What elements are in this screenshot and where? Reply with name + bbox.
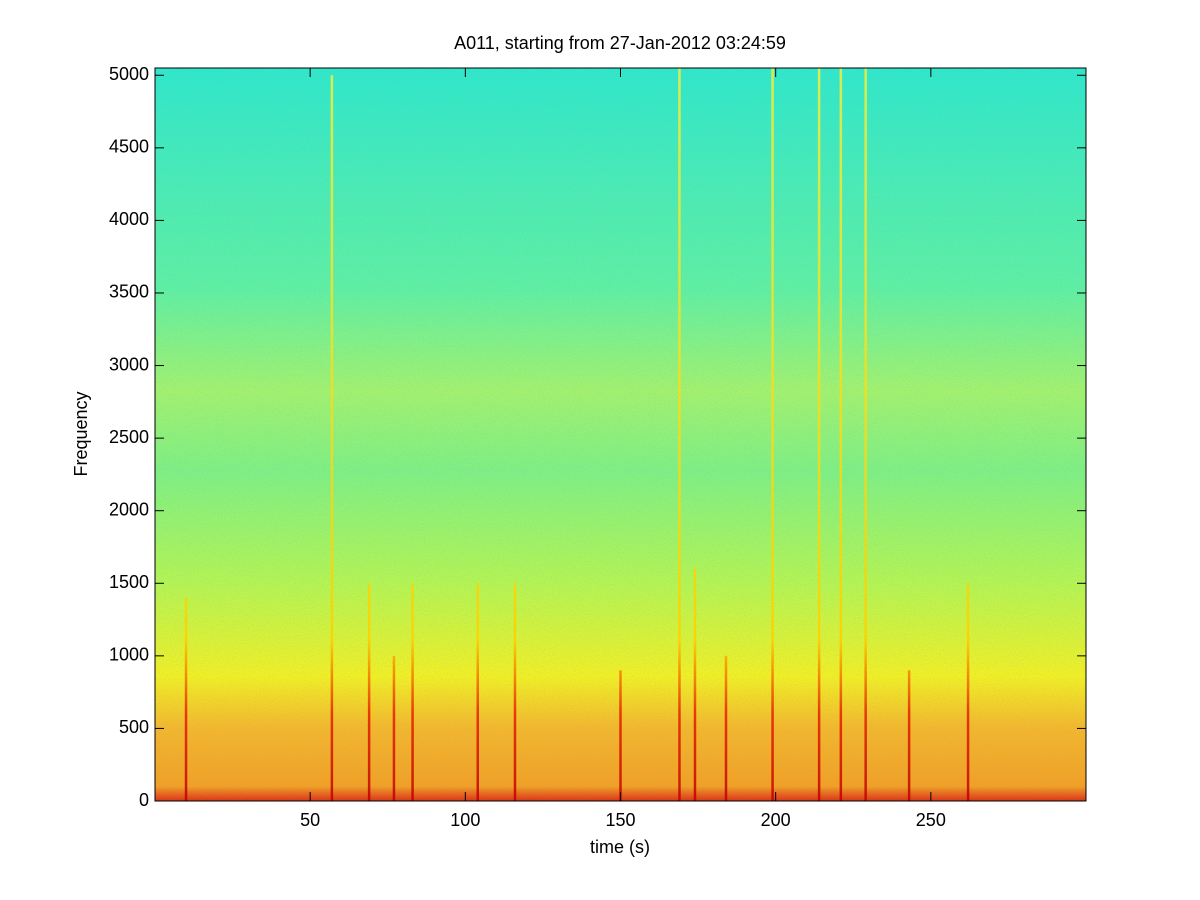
x-tick-label: 200: [761, 810, 791, 830]
y-tick-label: 2000: [109, 499, 149, 519]
x-axis-label: time (s): [590, 837, 650, 857]
y-tick-label: 4000: [109, 209, 149, 229]
chart-title: A011, starting from 27-Jan-2012 03:24:59: [454, 33, 786, 53]
y-tick-label: 1500: [109, 572, 149, 592]
y-tick-label: 3000: [109, 354, 149, 374]
x-tick-label: 250: [916, 810, 946, 830]
y-tick-label: 0: [139, 790, 149, 810]
y-tick-label: 5000: [109, 64, 149, 84]
y-tick-label: 3500: [109, 282, 149, 302]
y-tick-label: 2500: [109, 427, 149, 447]
y-tick-label: 500: [119, 717, 149, 737]
y-tick-label: 4500: [109, 137, 149, 157]
y-tick-label: 1000: [109, 645, 149, 665]
x-tick-label: 100: [450, 810, 480, 830]
x-tick-label: 150: [605, 810, 635, 830]
y-axis-label: Frequency: [71, 391, 91, 476]
x-tick-label: 50: [300, 810, 320, 830]
